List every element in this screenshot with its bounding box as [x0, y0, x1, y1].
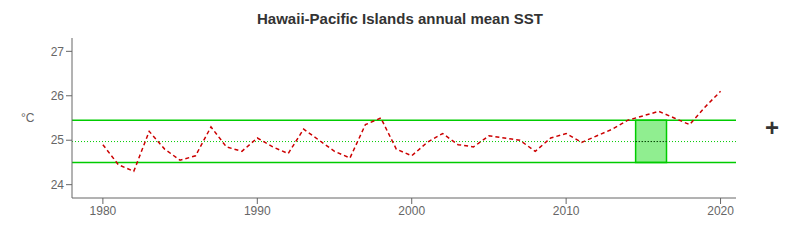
svg-text:1990: 1990 — [244, 204, 271, 218]
svg-text:°C: °C — [21, 111, 35, 125]
svg-text:2020: 2020 — [707, 204, 734, 218]
html-text:Hawaii-Pacific Islands annual: Hawaii-Pacific Islands annual mean SST — [257, 10, 543, 27]
svg-text:1980: 1980 — [90, 204, 117, 218]
svg-text:2010: 2010 — [553, 204, 580, 218]
svg-text:26: 26 — [51, 89, 65, 103]
svg-text:2000: 2000 — [398, 204, 425, 218]
svg-text:25: 25 — [51, 133, 65, 147]
svg-text:24: 24 — [51, 178, 65, 192]
svg-text:27: 27 — [51, 45, 65, 59]
